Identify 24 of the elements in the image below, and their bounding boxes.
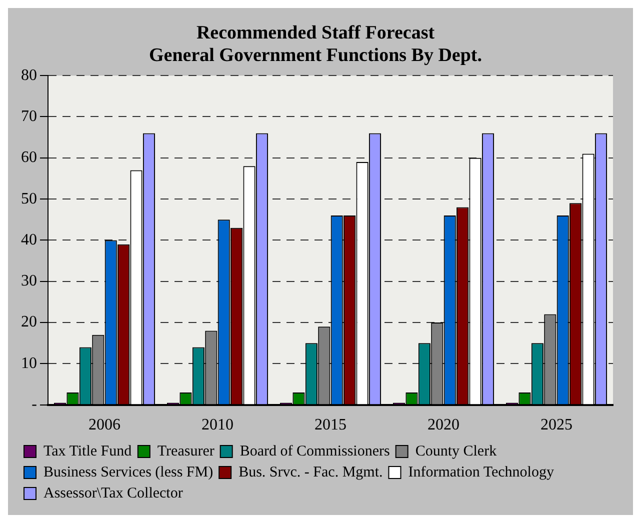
chart-title: Recommended Staff Forecast	[196, 22, 436, 44]
y-tick-label: 80	[21, 66, 37, 84]
y-tick-label: 30	[21, 272, 37, 290]
y-tick-label: 70	[21, 108, 37, 125]
y-tick-label: 60	[21, 149, 37, 166]
legend-label: County Clerk	[415, 443, 498, 460]
legend-label: Information Technology	[408, 464, 554, 480]
x-tick-label: 2010	[202, 416, 234, 434]
chart-subtitle: General Government Functions By Dept.	[148, 45, 482, 66]
y-tick-label: 50	[21, 190, 37, 208]
y-tick-label: 40	[21, 231, 37, 248]
y-tick-label: -	[32, 396, 37, 414]
legend-label: Treasurer	[157, 443, 214, 460]
legend-label: Board of Commissioners	[240, 443, 390, 460]
legend-label: Business Services (less FM)	[44, 464, 214, 480]
x-tick-label: 2015	[314, 416, 346, 434]
legend-label: Assessor\Tax Collector	[44, 485, 183, 502]
legend-label: Tax Title Fund	[44, 443, 132, 460]
x-tick-label: 2025	[540, 416, 572, 434]
x-tick-label: 2006	[88, 416, 120, 434]
x-tick-label: 2020	[428, 416, 460, 434]
y-tick-label: 10	[21, 354, 37, 372]
legend-label: Bus. Srvc. - Fac. Mgmt.	[238, 464, 383, 480]
y-tick-label: 20	[21, 314, 37, 331]
